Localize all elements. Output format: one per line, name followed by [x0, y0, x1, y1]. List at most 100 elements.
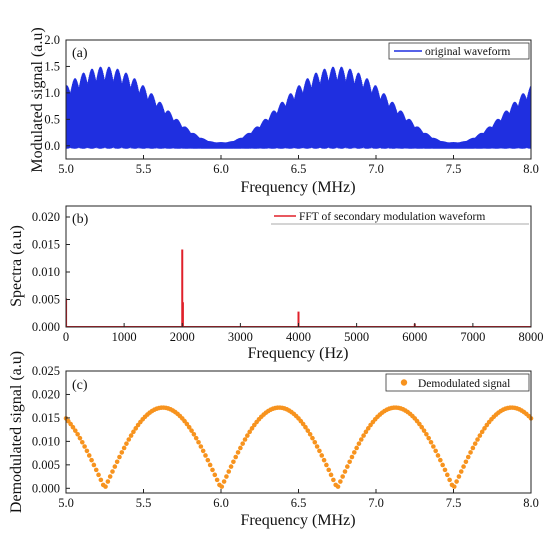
- panel-b-trace: [66, 249, 531, 327]
- panel-a-xtick-label: 5.0: [58, 162, 74, 176]
- panel-c-point: [456, 474, 462, 479]
- panel-b-xtick-label: 1000: [112, 330, 137, 344]
- panel-c-point: [451, 484, 457, 489]
- panel-c-point: [349, 454, 355, 460]
- panel-c-point: [440, 462, 445, 468]
- panel-c-point: [205, 457, 211, 463]
- panel-a-ytick-label: 0.5: [44, 112, 60, 126]
- panel-a-xlabel: Frequency (MHz): [240, 179, 355, 196]
- panel-c-point: [224, 474, 229, 479]
- panel-b-xtick-label: 2000: [170, 330, 195, 344]
- panel-b-ticks: 0 1000 2000 3000 4000 5000 6000 7000 8000 0.000 0.…: [32, 210, 544, 344]
- panel-c-point: [196, 439, 201, 445]
- panel-c-point: [124, 441, 129, 446]
- panel-a-trace: [65, 66, 532, 149]
- panel-c-legend-box: [385, 373, 530, 392]
- panel-c-point: [89, 457, 94, 463]
- panel-c-ytick-label: 0.010: [32, 434, 60, 448]
- panel-c-point: [73, 428, 78, 433]
- panel-c-point: [345, 464, 350, 469]
- panel-c-point: [458, 469, 464, 474]
- panel-c-point: [419, 424, 425, 430]
- panel-c-point: [210, 467, 215, 473]
- panel-c-point: [126, 437, 132, 442]
- panel-c-point: [91, 462, 97, 468]
- panel-c-point: [189, 428, 194, 433]
- panel-c-ytick-label: 0.000: [32, 481, 60, 495]
- panel-b-ytick-label: 0.015: [32, 238, 60, 252]
- panel-c-point: [98, 477, 104, 483]
- panel-c-point: [342, 469, 348, 474]
- panel-c-point: [203, 453, 208, 458]
- panel-b-xtick-label: 7000: [460, 330, 485, 344]
- panel-a-series-original-waveform: [65, 66, 532, 149]
- panel-c-point: [438, 457, 443, 463]
- panel-c-point: [428, 439, 434, 445]
- panel-c-point: [198, 444, 204, 449]
- panel-c-point: [435, 453, 441, 458]
- panel-a-xtick-label: 6.0: [213, 162, 229, 176]
- panel-c-point: [433, 448, 438, 454]
- panel-b-xtick-label: 5000: [344, 330, 369, 344]
- panel-c-point: [107, 474, 113, 479]
- panel-c-point: [328, 472, 334, 478]
- panel-c-point: [235, 450, 241, 455]
- panel-c-point: [221, 479, 227, 484]
- panel-c-point: [240, 441, 245, 446]
- panel-c-point: [114, 459, 120, 465]
- panel-b-ylabel: Spectra (a.u): [8, 225, 25, 307]
- panel-c-point: [228, 464, 234, 469]
- panel-c-point: [314, 444, 320, 449]
- panel-c-label: (c): [72, 378, 88, 393]
- panel-c-point: [103, 484, 108, 489]
- panel-a-legend: original waveform: [388, 42, 530, 60]
- panel-c-point: [354, 445, 359, 451]
- panel-c-point: [307, 432, 313, 437]
- panel-c-point: [214, 477, 220, 483]
- panel-c-point: [70, 424, 76, 430]
- panel-c-point: [242, 437, 248, 442]
- panel-c-point: [303, 424, 308, 430]
- panel-c-xlabel: Frequency (MHz): [240, 512, 355, 529]
- panel-c-point: [184, 421, 190, 427]
- panel-c-point: [479, 429, 485, 435]
- panel-a-legend-text: original waveform: [425, 46, 510, 58]
- panel-b-legend: FFT of secondary modulation waveform: [271, 211, 529, 225]
- panel-c-point: [317, 448, 322, 454]
- panel-c-point: [356, 441, 362, 446]
- panel-c-xtick-label: 6.0: [213, 496, 229, 510]
- panel-c-point: [363, 429, 369, 435]
- panel-c-point: [121, 445, 127, 451]
- panel-c-point: [219, 484, 225, 489]
- panel-c-point: [82, 444, 87, 449]
- panel-c-point: [468, 450, 473, 455]
- panel-c-points: [63, 405, 534, 489]
- panel-c-point: [335, 484, 341, 489]
- panel-c-ticks: 5.0 5.5 6.0 6.5 7.0 7.5 8.0 0.000 0.005 0.010 0.01…: [32, 364, 539, 510]
- panel-c-point: [212, 472, 218, 478]
- panel-c-point: [93, 467, 99, 473]
- panel-c-point: [365, 426, 371, 431]
- panel-c-legend: Demodulated signal: [385, 373, 530, 392]
- panel-c-point: [447, 477, 452, 483]
- panel-c-point: [461, 464, 466, 469]
- panel-a-ytick-label: 1.0: [44, 86, 60, 100]
- panel-c-point: [445, 472, 450, 478]
- panel-c-point: [454, 479, 459, 484]
- panel-c-point: [247, 429, 252, 435]
- panel-a-xtick-label: 7.0: [368, 162, 384, 176]
- panel-c-point: [326, 467, 332, 473]
- panel-c-point: [131, 429, 136, 435]
- panel-c-point: [249, 426, 255, 431]
- panel-b-xtick-label: 3000: [228, 330, 253, 344]
- panel-c-point: [96, 472, 101, 478]
- panel-c-point: [331, 477, 336, 483]
- panel-b-ytick-label: 0.020: [32, 210, 60, 224]
- panel-b-xlabel: Frequency (Hz): [248, 345, 349, 362]
- panel-c-point: [426, 435, 432, 441]
- panel-c-point: [324, 462, 329, 468]
- panel-a-ytick-label: 2.0: [44, 33, 60, 47]
- panel-a: 5.0 5.5 6.0 6.5 7.0 7.5 8.0 0.0 0.5 1.0 1.5 2.0 (a)…: [29, 27, 539, 196]
- panel-c-point: [68, 421, 73, 427]
